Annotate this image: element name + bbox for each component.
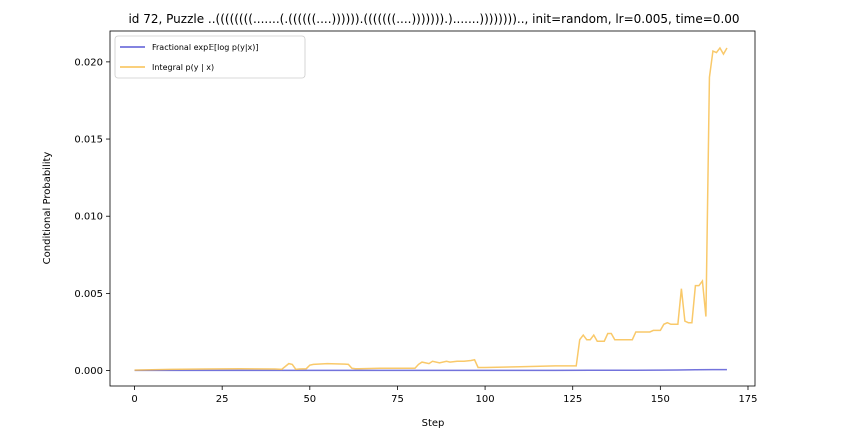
legend-box xyxy=(114,35,306,79)
x-axis-ticks: 0 25 50 75 100 125 150 175 xyxy=(131,386,758,405)
y-tick-label: 0.000 xyxy=(74,366,103,377)
x-tick-label: 175 xyxy=(738,394,757,405)
series-line-integral xyxy=(134,46,728,371)
series-layer xyxy=(134,46,728,372)
chart-title: id 72, Puzzle ..((((((((.......(.((((((.… xyxy=(128,12,739,26)
legend-label-fractional: Fractional exp𝔼[log p(y|x)] xyxy=(152,43,259,52)
x-tick-label: 125 xyxy=(563,394,582,405)
x-tick-label: 75 xyxy=(391,394,404,405)
legend: Fractional exp𝔼[log p(y|x)] Integral p(y… xyxy=(114,35,306,79)
plot-area xyxy=(109,30,756,387)
x-tick-label: 25 xyxy=(216,394,229,405)
y-tick-label: 0.010 xyxy=(74,212,103,223)
legend-label-integral: Integral p(y | x) xyxy=(152,63,214,72)
x-tick-label: 100 xyxy=(476,394,495,405)
y-tick-label: 0.015 xyxy=(74,135,103,146)
plot-frame xyxy=(109,30,756,387)
x-tick-label: 150 xyxy=(651,394,670,405)
x-axis-label: Step xyxy=(422,418,445,429)
y-tick-label: 0.005 xyxy=(74,289,103,300)
y-axis-ticks: 0.000 0.005 0.010 0.015 0.020 xyxy=(74,57,110,377)
series-line-fractional xyxy=(134,368,727,372)
y-tick-label: 0.020 xyxy=(74,57,103,68)
y-axis-label: Conditional Probability xyxy=(42,152,53,265)
x-tick-label: 0 xyxy=(131,394,137,405)
x-tick-label: 50 xyxy=(303,394,316,405)
